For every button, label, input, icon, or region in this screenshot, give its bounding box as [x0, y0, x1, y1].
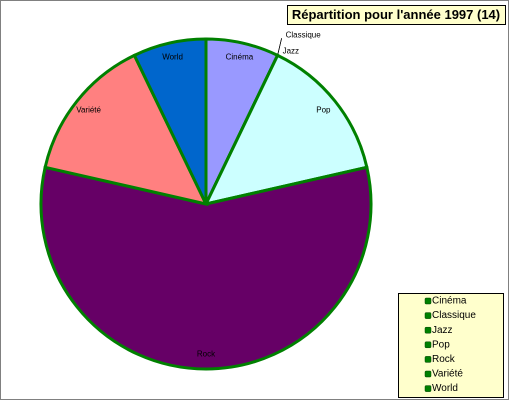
pie-slice [43, 53, 209, 207]
legend: Cinéma Classique Jazz Pop Rock Variété World [398, 293, 504, 398]
legend-label: Jazz [432, 325, 453, 336]
slice-label: Jazz [283, 46, 299, 55]
pie-slice [203, 53, 369, 207]
slice-label: Cinéma [226, 53, 254, 62]
legend-label: Pop [432, 339, 450, 350]
pie-slice [39, 165, 373, 371]
title-box [287, 5, 506, 25]
chart-title: Répartition pour l'année 1997 (14) [292, 7, 500, 22]
pie: Cinéma Classique Jazz Pop Rock Variété World [39, 30, 373, 371]
legend-label: Rock [432, 354, 456, 365]
legend-label: Cinéma [432, 296, 467, 307]
slice-label: Pop [316, 105, 331, 114]
legend-swatch [424, 385, 432, 392]
legend-label: Classique [432, 310, 476, 321]
legend-label: World [432, 383, 458, 394]
legend-swatch [424, 312, 432, 319]
legend-box [398, 293, 504, 398]
slice-label: Classique [286, 30, 322, 39]
legend-swatch [424, 326, 432, 334]
slice-label: Rock [197, 349, 216, 358]
slice-label: World [162, 53, 183, 62]
slice-label: Variété [76, 105, 101, 114]
legend-swatch [424, 297, 432, 305]
pie-slice [132, 37, 208, 205]
legend-label: Variété [432, 369, 463, 380]
legend-swatch [424, 341, 432, 349]
legend-swatch [424, 356, 432, 363]
leader-line [277, 38, 282, 56]
legend-swatch [424, 370, 432, 378]
